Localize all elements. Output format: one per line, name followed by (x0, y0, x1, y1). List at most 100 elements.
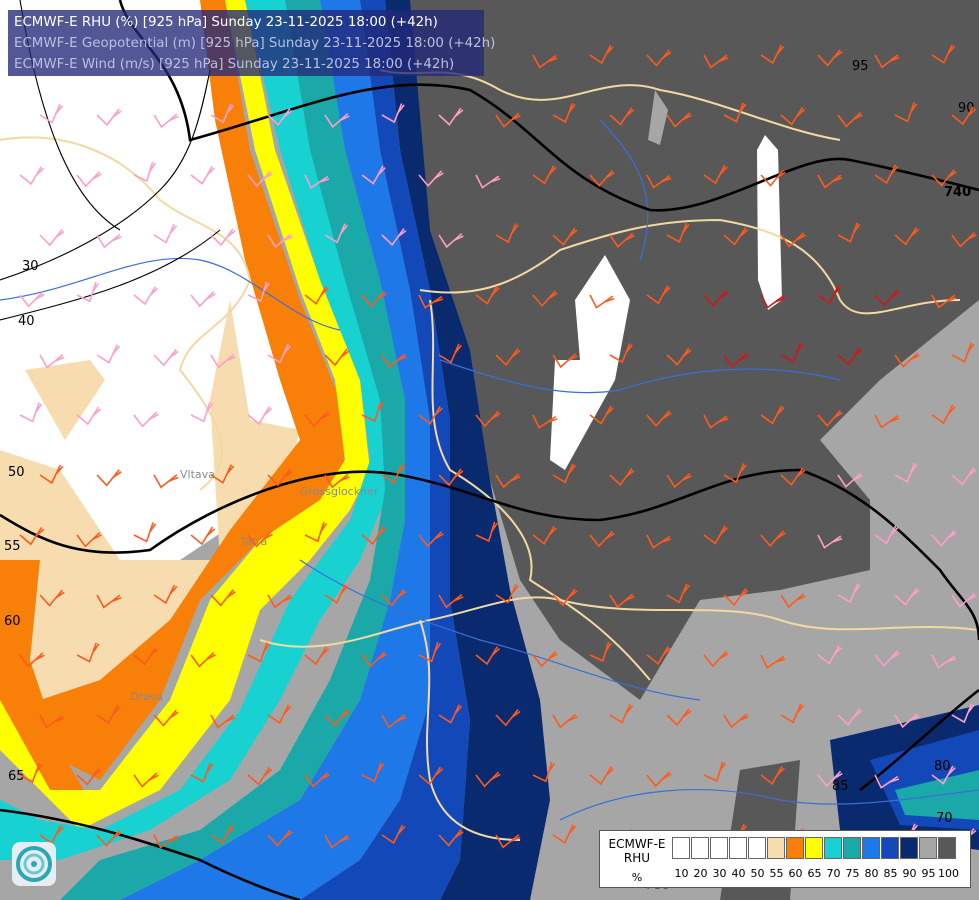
rhu-title: ECMWF-E RHU (%) [925 hPa] Sunday 23-11-2… (14, 15, 438, 30)
wind-barb (210, 464, 235, 484)
legend-title: ECMWF-E RHU (604, 837, 670, 865)
wind-barb (646, 174, 672, 189)
wind-barb (780, 703, 804, 724)
rivers (0, 119, 979, 821)
wind-barb (153, 834, 179, 849)
wind-barb (267, 829, 293, 847)
wind-barb (153, 474, 179, 489)
wind-barb (817, 49, 843, 67)
legend-tick: 100 (938, 867, 959, 880)
wind-barb (133, 772, 159, 788)
rhu-beige-island (25, 360, 105, 440)
legend-swatch (748, 837, 766, 859)
wind-barb (552, 824, 577, 844)
wind-barb (495, 834, 521, 849)
legend-swatch (881, 837, 899, 859)
rhu-orange-band (0, 0, 345, 800)
wind-barb (646, 410, 672, 428)
wind-barb (153, 584, 178, 605)
wind-barb (210, 714, 236, 729)
wind-barb (438, 468, 464, 487)
rhu-dark-region (400, 0, 979, 700)
wind-barb (76, 406, 102, 426)
legend-tick: 75 (845, 867, 860, 880)
wind-barb (817, 174, 843, 189)
place-label-grossglockner: Grossglockner (300, 485, 379, 498)
wind-barb (76, 171, 102, 188)
wind-barb (874, 525, 899, 545)
wind-barb (153, 348, 179, 367)
wind-barb (418, 294, 444, 309)
legend-swatch (729, 837, 747, 859)
wind-barb (475, 646, 500, 666)
wind-barb (324, 584, 349, 604)
legend-tick: 90 (902, 867, 917, 880)
wind-barb (760, 169, 786, 187)
wind-barb (267, 594, 293, 609)
wind-barb (96, 344, 121, 364)
wind-barb (703, 525, 728, 545)
wind-barb (190, 291, 216, 308)
wind-barb (666, 222, 690, 244)
wind-barb (951, 703, 975, 724)
wind-barb (381, 228, 407, 247)
rhu-low-pocket-1 (550, 255, 630, 470)
wind-barb (666, 473, 692, 489)
wind-barb (552, 713, 578, 729)
legend-swatches (672, 837, 957, 859)
wind-barb (532, 525, 557, 545)
wind-barb (153, 709, 179, 727)
wind-barb (381, 824, 406, 845)
rhu-label-50: 50 (8, 465, 25, 480)
legend-tick: 10 (674, 867, 689, 880)
wind-barb (874, 54, 900, 69)
rhu-beige-band (0, 300, 300, 720)
wind-barb (19, 762, 43, 784)
wind-barb (76, 767, 102, 786)
wind-barb (304, 646, 330, 666)
legend-tick: 85 (883, 867, 898, 880)
wind-barb (210, 824, 235, 845)
wind-barb (381, 463, 406, 484)
wind-barb (760, 44, 785, 65)
wind-barb (210, 353, 236, 369)
wind-barb (723, 713, 749, 729)
wind-barb (324, 834, 350, 849)
wind-barb (133, 647, 159, 666)
wind-barb (304, 285, 329, 305)
wind-barb (532, 54, 558, 69)
legend-tick: 60 (788, 867, 803, 880)
wind-barb (324, 473, 350, 489)
wind-barb (304, 771, 330, 788)
wind-barb (703, 290, 729, 307)
wind-barb (76, 531, 102, 548)
wind-barb (723, 227, 749, 246)
wind-barb (609, 343, 633, 364)
wind-barb (532, 165, 557, 185)
wind-barb (247, 767, 273, 786)
rhu-label-85: 85 (832, 779, 849, 794)
wind-barb (589, 766, 614, 786)
wind-barb (96, 108, 122, 127)
rhu-label-40: 40 (18, 314, 35, 329)
wind-barb (247, 531, 273, 548)
wind-barb (552, 227, 578, 246)
wind-barb (894, 587, 920, 606)
wind-barb (153, 113, 179, 129)
wind-barb (190, 526, 216, 546)
wind-barb (438, 107, 464, 126)
wind-barb (19, 291, 45, 308)
wind-barb (874, 414, 900, 429)
legend-swatch (938, 837, 956, 859)
wind-barb (723, 352, 749, 368)
wind-barb (552, 353, 578, 369)
rhu-label-55: 55 (4, 539, 21, 554)
wind-barb (666, 112, 692, 128)
wind-barb (931, 294, 957, 309)
color-legend: ECMWF-E RHU % 10 20 30 40 50 55 60 65 70 75 80 85 90… (599, 830, 971, 888)
rhu-mid-blue-band (300, 0, 470, 900)
wind-barb (324, 348, 350, 367)
wind-barb (837, 472, 863, 488)
